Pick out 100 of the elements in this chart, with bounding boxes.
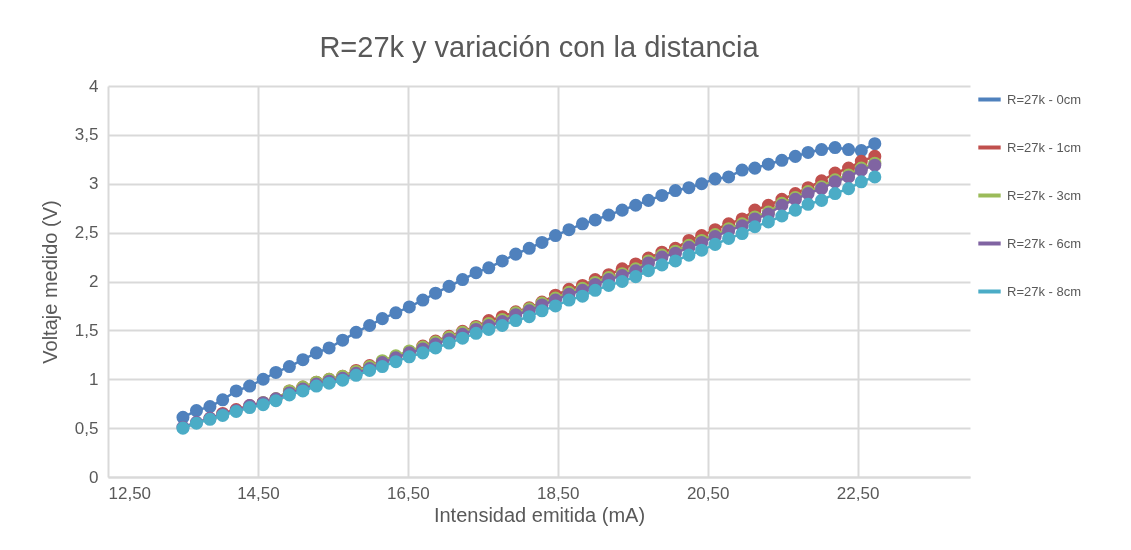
point bbox=[761, 157, 775, 171]
point bbox=[828, 141, 842, 155]
point bbox=[562, 293, 576, 307]
point bbox=[682, 181, 696, 195]
point bbox=[402, 350, 416, 364]
point bbox=[363, 318, 377, 332]
point bbox=[482, 322, 496, 336]
point bbox=[189, 404, 203, 418]
point bbox=[349, 325, 363, 339]
point bbox=[828, 187, 842, 201]
point bbox=[602, 208, 616, 222]
point bbox=[775, 153, 789, 167]
point bbox=[682, 248, 696, 262]
point bbox=[416, 346, 430, 360]
y-tick-label: 1,5 bbox=[74, 320, 99, 340]
point bbox=[309, 346, 323, 360]
point bbox=[708, 237, 722, 251]
point bbox=[615, 203, 629, 217]
point bbox=[854, 144, 868, 158]
y-tick-label: 4 bbox=[89, 76, 99, 96]
point bbox=[456, 273, 470, 287]
point bbox=[801, 145, 815, 159]
point bbox=[336, 333, 350, 347]
point bbox=[588, 213, 602, 227]
point bbox=[562, 223, 576, 237]
point bbox=[655, 258, 669, 272]
point bbox=[815, 143, 829, 157]
point bbox=[495, 254, 509, 268]
point bbox=[456, 331, 470, 345]
x-axis-title: Intensidad emitida (mA) bbox=[433, 503, 646, 526]
x-tick-label: 20,50 bbox=[686, 483, 730, 503]
point bbox=[615, 274, 629, 289]
legend-label: R=27k - 6cm bbox=[1007, 235, 1082, 251]
point bbox=[735, 227, 749, 241]
y-tick-label: 0,5 bbox=[74, 418, 99, 438]
point bbox=[229, 384, 243, 398]
point bbox=[243, 379, 257, 393]
point bbox=[442, 336, 456, 350]
point bbox=[695, 177, 709, 191]
point bbox=[482, 261, 496, 275]
point bbox=[375, 312, 389, 326]
point bbox=[256, 372, 270, 386]
point bbox=[761, 215, 775, 229]
point bbox=[216, 393, 230, 407]
point bbox=[389, 306, 403, 320]
point bbox=[509, 247, 523, 261]
point bbox=[588, 283, 602, 297]
point bbox=[429, 341, 443, 355]
point bbox=[522, 241, 536, 255]
x-tick-label: 14,50 bbox=[237, 483, 280, 503]
y-tick-label: 0 bbox=[89, 467, 99, 487]
point bbox=[641, 264, 655, 278]
chart-title: R=27k y variación con la distancia bbox=[319, 31, 760, 63]
point bbox=[748, 220, 762, 234]
point bbox=[775, 209, 789, 223]
point bbox=[629, 270, 643, 284]
point bbox=[641, 193, 655, 207]
point bbox=[748, 161, 762, 175]
point bbox=[469, 266, 483, 280]
point bbox=[602, 278, 616, 292]
point bbox=[548, 299, 563, 313]
point bbox=[375, 360, 389, 374]
point bbox=[575, 289, 589, 303]
point bbox=[629, 198, 643, 212]
point bbox=[402, 300, 416, 314]
y-tick-label: 1 bbox=[89, 369, 99, 389]
y-tick-label: 2,5 bbox=[74, 223, 99, 243]
point bbox=[522, 310, 536, 324]
legend-label: R=27k - 1cm bbox=[1007, 139, 1082, 155]
legend-label: R=27k - 8cm bbox=[1007, 283, 1082, 299]
point bbox=[868, 137, 882, 151]
point bbox=[668, 184, 682, 198]
legend-label: R=27k - 0cm bbox=[1007, 91, 1082, 107]
y-axis-title: Voltaje medido (V) bbox=[38, 200, 61, 364]
point bbox=[668, 254, 682, 268]
point bbox=[815, 193, 829, 207]
point bbox=[695, 243, 709, 257]
point bbox=[842, 143, 856, 157]
point bbox=[854, 175, 868, 189]
point bbox=[203, 400, 217, 414]
point bbox=[801, 197, 815, 211]
point bbox=[548, 229, 563, 243]
point bbox=[722, 231, 736, 245]
point bbox=[708, 172, 722, 186]
point bbox=[509, 314, 523, 328]
legend-label: R=27k - 3cm bbox=[1007, 187, 1082, 203]
y-tick-label: 3,5 bbox=[74, 125, 99, 145]
point bbox=[842, 182, 856, 196]
x-tick-label: 18,50 bbox=[536, 483, 580, 503]
point bbox=[416, 293, 430, 307]
x-tick-label: 12,50 bbox=[108, 483, 152, 503]
point bbox=[535, 304, 549, 318]
point bbox=[788, 203, 802, 217]
x-tick-label: 16,50 bbox=[387, 483, 430, 503]
point bbox=[296, 353, 310, 367]
point bbox=[575, 217, 589, 231]
point bbox=[655, 188, 669, 202]
point bbox=[282, 360, 296, 374]
point bbox=[788, 149, 802, 163]
point bbox=[735, 163, 749, 177]
